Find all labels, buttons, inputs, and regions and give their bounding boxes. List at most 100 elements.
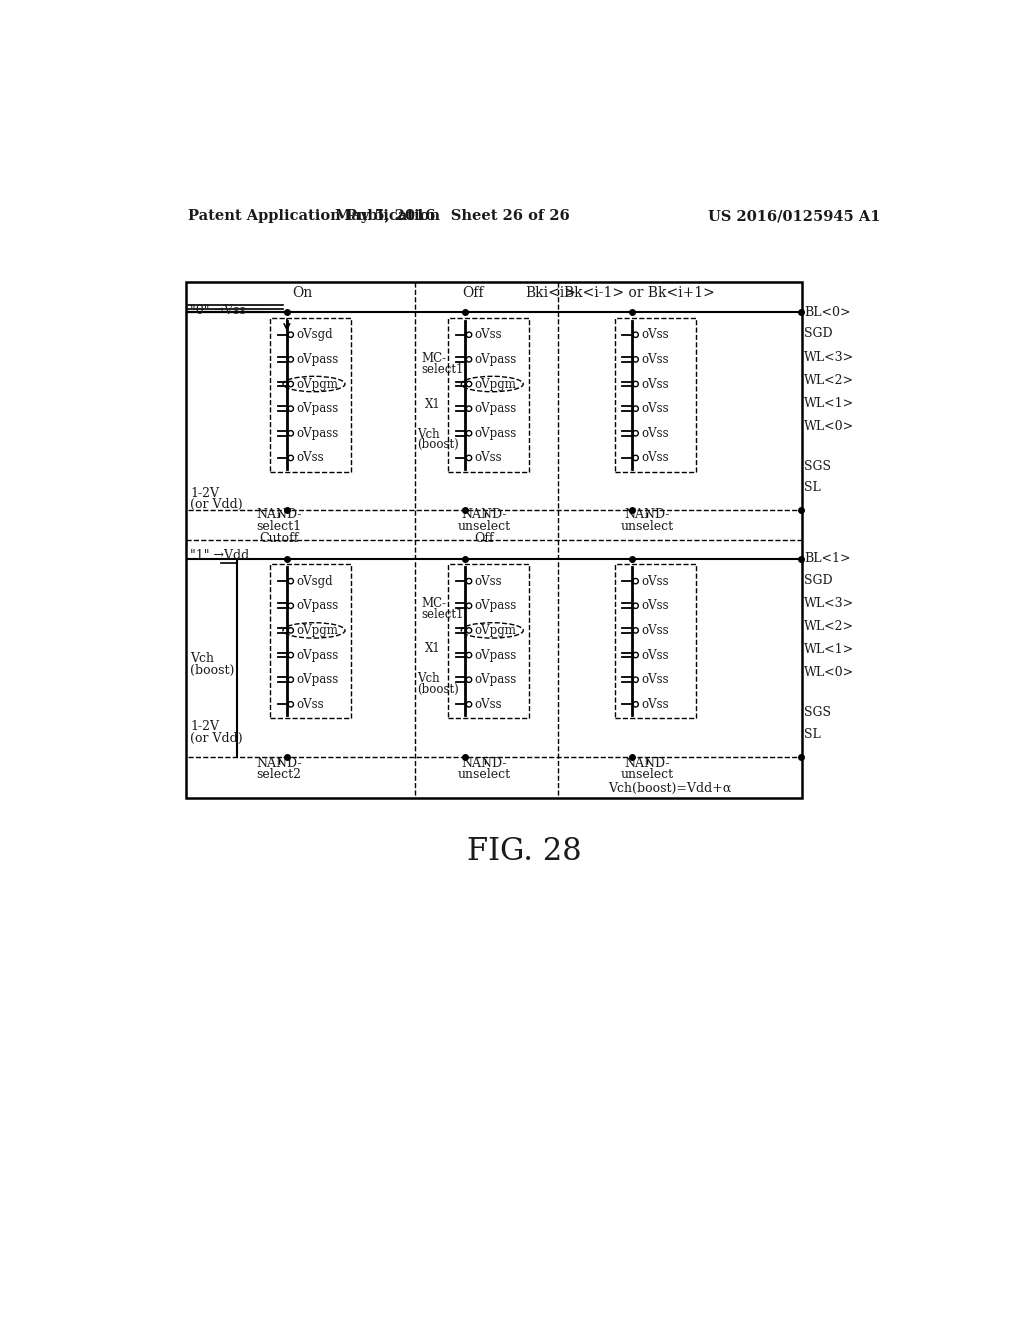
Text: NAND-: NAND- bbox=[625, 508, 670, 521]
Text: NAND-: NAND- bbox=[462, 758, 507, 770]
Text: 1-2V: 1-2V bbox=[190, 487, 219, 500]
Text: (or Vdd): (or Vdd) bbox=[190, 731, 243, 744]
Bar bbox=[270, 564, 351, 718]
Text: unselect: unselect bbox=[458, 520, 511, 533]
Text: On: On bbox=[292, 286, 312, 300]
Text: oVpass: oVpass bbox=[296, 599, 338, 612]
Text: oVpass: oVpass bbox=[474, 352, 517, 366]
Text: US 2016/0125945 A1: US 2016/0125945 A1 bbox=[709, 209, 881, 223]
Bar bbox=[614, 318, 696, 471]
Bar bbox=[449, 318, 529, 471]
Text: Off: Off bbox=[462, 286, 483, 300]
Bar bbox=[270, 318, 351, 471]
Text: WL<1>: WL<1> bbox=[804, 643, 854, 656]
Text: unselect: unselect bbox=[621, 520, 674, 533]
Text: oVss: oVss bbox=[641, 378, 669, 391]
Text: oVss: oVss bbox=[641, 451, 669, 465]
Text: oVpgm: oVpgm bbox=[296, 624, 338, 638]
Text: Vch(boost)=Vdd+α: Vch(boost)=Vdd+α bbox=[608, 781, 732, 795]
Text: NAND-: NAND- bbox=[462, 508, 507, 521]
Text: BL<1>: BL<1> bbox=[804, 552, 850, 565]
Text: oVpass: oVpass bbox=[296, 648, 338, 661]
Text: NAND-: NAND- bbox=[256, 508, 302, 521]
Text: 1-2V: 1-2V bbox=[190, 721, 219, 733]
Text: oVpgm: oVpgm bbox=[474, 624, 516, 638]
Text: oVss: oVss bbox=[474, 574, 502, 587]
Text: (boost): (boost) bbox=[190, 664, 234, 677]
Text: Vch: Vch bbox=[190, 652, 214, 665]
Text: oVss: oVss bbox=[474, 451, 502, 465]
Text: Patent Application Publication: Patent Application Publication bbox=[188, 209, 440, 223]
Text: oVss: oVss bbox=[641, 352, 669, 366]
Text: SGD: SGD bbox=[804, 327, 833, 341]
Text: oVss: oVss bbox=[474, 698, 502, 711]
Text: oVss: oVss bbox=[641, 403, 669, 416]
Text: oVss: oVss bbox=[474, 329, 502, 342]
Text: select1: select1 bbox=[421, 607, 463, 620]
Text: oVpgm: oVpgm bbox=[474, 378, 516, 391]
Text: oVss: oVss bbox=[641, 426, 669, 440]
Text: oVpass: oVpass bbox=[474, 403, 517, 416]
Text: (or Vdd): (or Vdd) bbox=[190, 499, 243, 511]
Text: oVpgm: oVpgm bbox=[296, 378, 338, 391]
Text: WL<2>: WL<2> bbox=[804, 374, 854, 387]
Text: unselect: unselect bbox=[458, 768, 511, 781]
Text: Vch: Vch bbox=[417, 428, 439, 441]
Text: Bk<i-1> or Bk<i+1>: Bk<i-1> or Bk<i+1> bbox=[564, 286, 715, 300]
Text: oVss: oVss bbox=[641, 574, 669, 587]
Text: oVss: oVss bbox=[641, 648, 669, 661]
Text: oVsgd: oVsgd bbox=[296, 574, 333, 587]
Text: WL<3>: WL<3> bbox=[804, 351, 854, 363]
Text: Cutoff: Cutoff bbox=[259, 532, 299, 545]
Bar bbox=[449, 564, 529, 718]
Text: oVss: oVss bbox=[641, 329, 669, 342]
Text: oVpass: oVpass bbox=[474, 426, 517, 440]
Text: "1" →Vdd: "1" →Vdd bbox=[190, 549, 249, 562]
Text: "0" →Vss: "0" →Vss bbox=[190, 304, 246, 317]
Text: oVpass: oVpass bbox=[474, 648, 517, 661]
Text: oVss: oVss bbox=[296, 698, 324, 711]
Text: unselect: unselect bbox=[621, 768, 674, 781]
Text: FIG. 28: FIG. 28 bbox=[468, 836, 582, 867]
Text: oVss: oVss bbox=[641, 599, 669, 612]
Text: SGS: SGS bbox=[804, 459, 830, 473]
Text: oVss: oVss bbox=[296, 451, 324, 465]
Text: WL<2>: WL<2> bbox=[804, 620, 854, 634]
Text: Bki<i>: Bki<i> bbox=[525, 286, 575, 300]
Text: oVss: oVss bbox=[641, 624, 669, 638]
Text: oVpass: oVpass bbox=[474, 599, 517, 612]
Text: X1: X1 bbox=[425, 399, 440, 412]
Text: oVpass: oVpass bbox=[296, 426, 338, 440]
Text: oVsgd: oVsgd bbox=[296, 329, 333, 342]
Text: select1: select1 bbox=[421, 363, 463, 376]
Text: (boost): (boost) bbox=[417, 438, 459, 451]
Text: SGS: SGS bbox=[804, 706, 830, 719]
Text: BL<0>: BL<0> bbox=[804, 306, 850, 319]
Text: oVss: oVss bbox=[641, 698, 669, 711]
Text: WL<0>: WL<0> bbox=[804, 420, 854, 433]
Text: (boost): (boost) bbox=[417, 684, 459, 696]
Text: Vch: Vch bbox=[417, 672, 439, 685]
Text: oVpass: oVpass bbox=[296, 673, 338, 686]
Text: oVpass: oVpass bbox=[296, 403, 338, 416]
Text: SGD: SGD bbox=[804, 574, 833, 587]
Text: MC-: MC- bbox=[421, 597, 446, 610]
Text: SL: SL bbox=[804, 727, 820, 741]
Text: oVpass: oVpass bbox=[296, 352, 338, 366]
Text: WL<3>: WL<3> bbox=[804, 597, 854, 610]
Text: May 5, 2016   Sheet 26 of 26: May 5, 2016 Sheet 26 of 26 bbox=[335, 209, 569, 223]
Text: oVss: oVss bbox=[641, 673, 669, 686]
Text: Off: Off bbox=[475, 532, 495, 545]
Text: X1: X1 bbox=[425, 642, 440, 655]
Bar bbox=[614, 564, 696, 718]
Text: WL<1>: WL<1> bbox=[804, 397, 854, 409]
Text: NAND-: NAND- bbox=[625, 758, 670, 770]
Bar bbox=[186, 281, 802, 797]
Text: select2: select2 bbox=[257, 768, 302, 781]
Text: select1: select1 bbox=[257, 520, 302, 533]
Text: oVpass: oVpass bbox=[474, 673, 517, 686]
Text: SL: SL bbox=[804, 482, 820, 495]
Text: MC-: MC- bbox=[421, 352, 446, 366]
Text: WL<0>: WL<0> bbox=[804, 667, 854, 680]
Text: NAND-: NAND- bbox=[256, 758, 302, 770]
